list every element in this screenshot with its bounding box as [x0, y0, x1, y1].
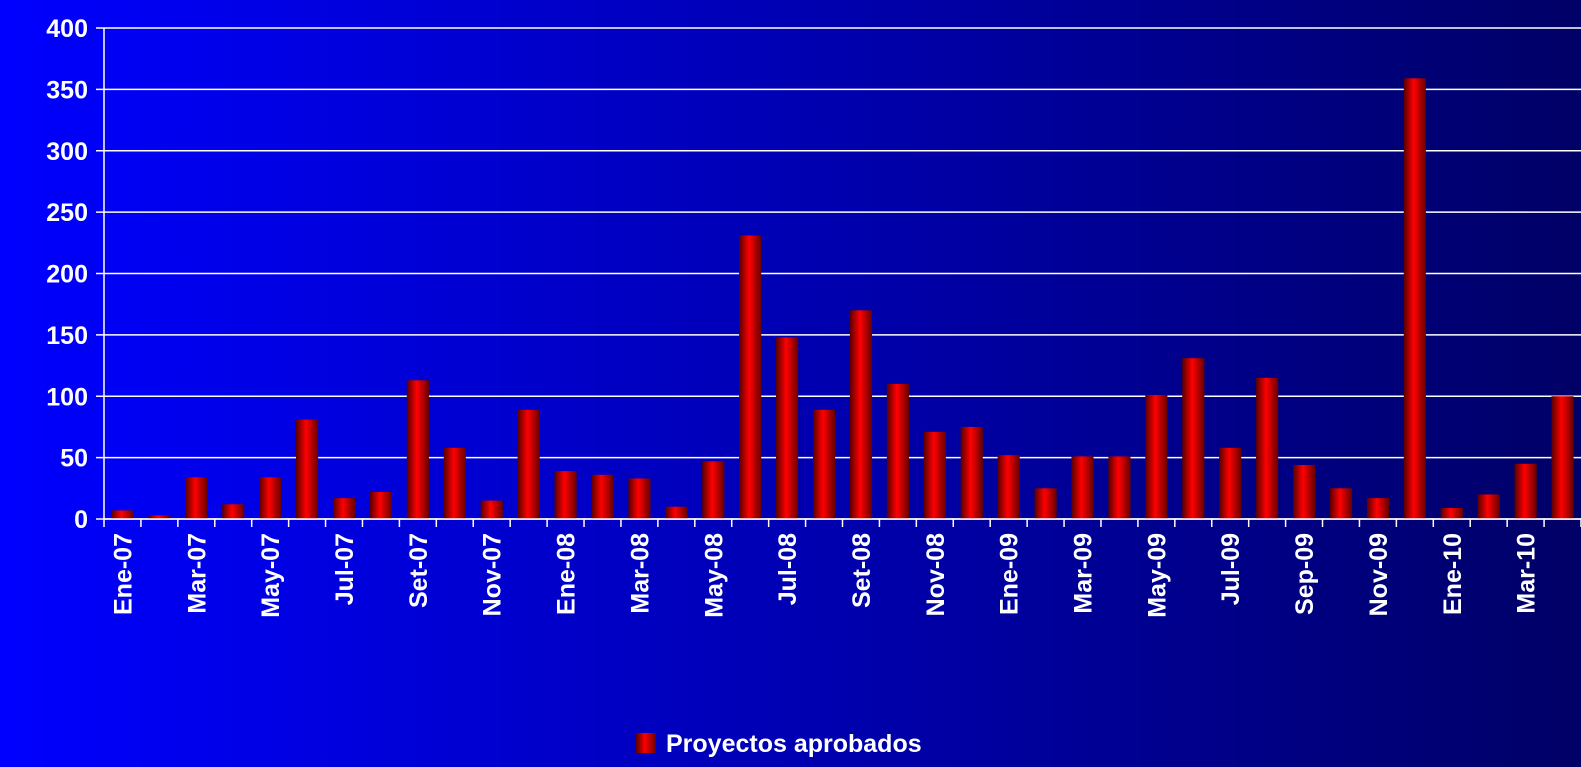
bar [1440, 507, 1463, 519]
y-tick-label: 150 [46, 322, 88, 350]
bar [1219, 447, 1242, 519]
bar [1366, 498, 1389, 519]
bar [480, 500, 503, 519]
bar [1034, 488, 1057, 519]
bar [849, 310, 873, 519]
bar [1551, 396, 1574, 519]
bar [332, 498, 356, 519]
y-tick-label: 300 [46, 138, 88, 166]
bar [997, 455, 1020, 519]
bar [369, 491, 393, 519]
x-tick-label: Set-07 [405, 533, 433, 608]
y-tick-label: 250 [46, 199, 88, 227]
x-tick-label: Mar-07 [183, 533, 211, 614]
bar [886, 383, 909, 519]
x-tick-label: Mar-08 [626, 533, 654, 614]
x-tick-label: Mar-10 [1513, 533, 1541, 614]
bar [665, 506, 688, 519]
bar [443, 447, 466, 519]
x-tick-label: Nov-08 [922, 533, 950, 616]
bar [1292, 464, 1316, 519]
x-tick-label: Nov-09 [1365, 533, 1393, 616]
bar [1145, 395, 1168, 519]
bar [1403, 78, 1426, 519]
x-tick-label: Set-08 [848, 533, 876, 608]
bar [739, 235, 762, 519]
bar [591, 474, 614, 519]
legend-label: Proyectos aprobados [666, 730, 922, 758]
bar [1071, 456, 1094, 519]
bar [1256, 377, 1279, 519]
bar [222, 504, 245, 519]
x-tick-label: Jul-07 [331, 533, 359, 605]
bar [1329, 488, 1353, 519]
y-tick-label: 0 [74, 506, 88, 534]
bar [960, 426, 983, 519]
y-tick-label: 400 [46, 15, 88, 43]
x-tick-label: Mar-09 [1070, 533, 1098, 614]
y-tick-label: 200 [46, 261, 88, 289]
x-tick-label: May-09 [1143, 533, 1171, 618]
bar [1108, 456, 1131, 519]
x-tick-label: Ene-10 [1439, 533, 1467, 615]
bar [517, 409, 540, 519]
y-tick-label: 100 [46, 383, 88, 411]
legend-swatch [636, 733, 656, 753]
bar [1477, 494, 1500, 519]
bar [628, 478, 651, 519]
bar [1182, 358, 1205, 519]
bar [702, 461, 725, 519]
x-tick-label: May-08 [700, 533, 728, 618]
bar [812, 409, 836, 519]
bar [554, 471, 577, 519]
bar [148, 515, 171, 519]
x-tick-label: Nov-07 [479, 533, 507, 616]
bar [111, 510, 134, 519]
x-tick-label: Jul-08 [774, 533, 802, 605]
x-tick-label: Sep-09 [1291, 533, 1319, 615]
bar [296, 419, 319, 519]
bar [776, 337, 799, 519]
bar [259, 477, 282, 519]
x-tick-label: Jul-09 [1217, 533, 1245, 605]
x-tick-label: Ene-07 [109, 533, 137, 615]
x-tick-label: Ene-08 [553, 533, 581, 615]
bar [923, 431, 946, 519]
bar [185, 477, 208, 519]
bar [406, 380, 429, 519]
x-tick-label: May-07 [257, 533, 285, 618]
x-tick-label: Ene-09 [996, 533, 1024, 615]
bar [1514, 463, 1537, 519]
y-tick-label: 50 [60, 445, 88, 473]
y-tick-label: 350 [46, 76, 88, 104]
